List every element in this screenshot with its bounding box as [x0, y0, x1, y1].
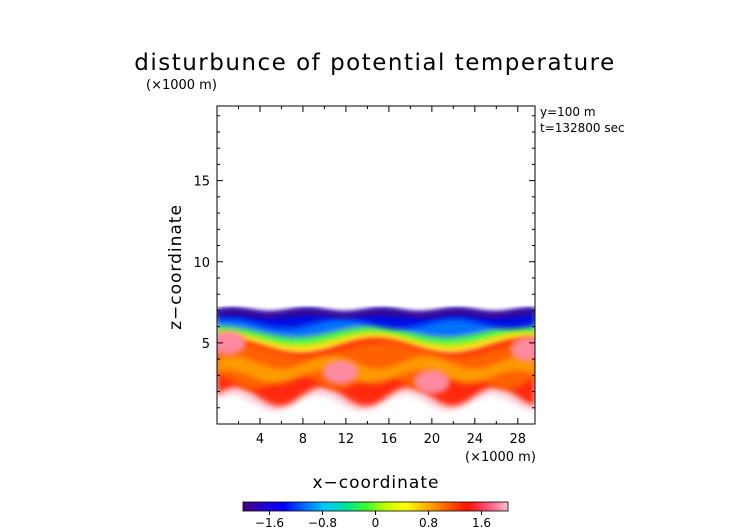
heatmap-field	[217, 308, 535, 411]
x-axis-label: x−coordinate	[313, 473, 440, 493]
field-layer	[217, 308, 535, 318]
y-axis-label: z−coordinate	[166, 204, 186, 330]
x-axis-unit: (×1000 m)	[465, 450, 536, 465]
warm-core	[322, 360, 359, 385]
axis-ticks: 4 8 12 16 20 24 28 5 10 15	[193, 106, 535, 447]
colorbar-tick-label: −1.6	[255, 516, 284, 530]
x-tick-label: 24	[467, 432, 484, 447]
x-tick-label: 28	[510, 432, 527, 447]
annotation-t: t=132800 sec	[540, 121, 625, 135]
chart-title: disturbunce of potential temperature	[134, 50, 616, 76]
x-tick-label: 16	[381, 432, 398, 447]
field-layer	[217, 342, 535, 390]
field-layer	[217, 328, 535, 352]
plot-frame	[216, 105, 536, 425]
warm-core	[413, 369, 450, 394]
y-tick-label: 5	[202, 337, 210, 352]
warm-core	[510, 337, 535, 362]
y-tick-label: 10	[193, 256, 210, 271]
colorbar	[242, 501, 509, 512]
colorbar-tick-label: 0	[372, 516, 380, 530]
warm-core	[217, 330, 246, 355]
field-layer	[217, 355, 535, 384]
x-tick-label: 12	[338, 432, 355, 447]
colorbar-ticks: −1.6 −0.8 0 0.8 1.6	[255, 511, 491, 530]
unit-note: (×1000 m)	[146, 78, 217, 93]
colorbar-tick-label: 1.6	[472, 516, 491, 530]
field-layer	[217, 324, 535, 345]
y-tick-label: 15	[193, 175, 210, 190]
x-tick-label: 20	[424, 432, 441, 447]
x-tick-label: 8	[299, 432, 307, 447]
x-tick-label: 4	[256, 432, 264, 447]
colorbar-tick-label: −0.8	[308, 516, 337, 530]
colorbar-tick-label: 0.8	[419, 516, 438, 530]
annotation-y: y=100 m	[540, 105, 596, 119]
